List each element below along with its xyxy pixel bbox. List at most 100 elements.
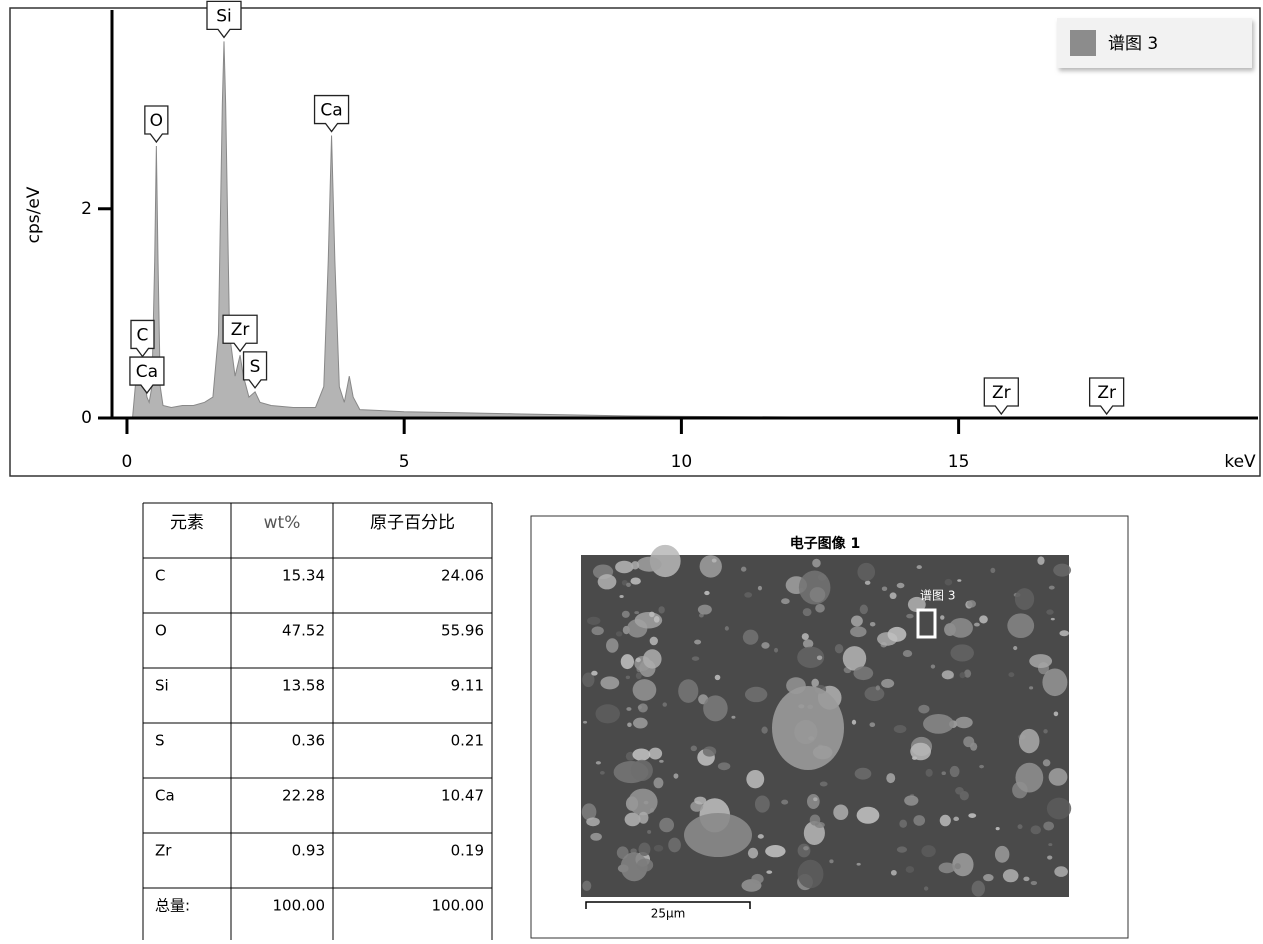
particle <box>964 669 972 678</box>
particle <box>1030 880 1038 886</box>
particle <box>595 704 620 724</box>
particle <box>802 608 812 617</box>
particle <box>954 863 961 870</box>
particle <box>587 616 601 625</box>
particle <box>859 604 868 615</box>
particle <box>637 705 642 710</box>
particle <box>930 664 936 669</box>
table-cell: O <box>155 622 167 640</box>
particle <box>798 570 831 605</box>
particle <box>953 816 960 822</box>
particle <box>812 558 821 568</box>
table-cell: 100.00 <box>432 897 485 915</box>
particle <box>959 672 966 679</box>
particle <box>913 815 926 826</box>
scale-bar <box>585 901 751 909</box>
particle <box>864 580 871 585</box>
particle <box>754 795 770 813</box>
particle <box>781 598 790 605</box>
particle <box>684 813 752 857</box>
particle <box>673 773 679 779</box>
legend-entry: 谱图 3 <box>1108 34 1158 54</box>
particle <box>765 845 786 858</box>
particle <box>638 842 651 857</box>
particle <box>939 814 951 827</box>
particle <box>994 845 1010 863</box>
y-tick-label: 0 <box>81 408 92 428</box>
particle <box>634 611 640 615</box>
particle <box>597 574 617 590</box>
particle <box>940 615 945 620</box>
particle <box>1046 609 1054 615</box>
particle <box>971 880 985 897</box>
particle <box>990 567 996 573</box>
particle <box>606 638 619 653</box>
particle <box>842 646 867 671</box>
particle <box>624 812 641 827</box>
peak-label: O <box>150 111 163 131</box>
particle <box>1008 672 1015 678</box>
particle <box>599 770 605 775</box>
particle <box>781 799 789 805</box>
particle <box>626 707 632 711</box>
particle <box>658 606 665 614</box>
particle <box>600 676 620 690</box>
x-tick-label: 10 <box>671 452 693 472</box>
peak-label: Ca <box>320 101 342 121</box>
particle <box>803 846 809 851</box>
table-cell: 0.93 <box>292 842 325 860</box>
particle <box>653 844 664 852</box>
particle <box>1043 729 1048 734</box>
particle <box>1014 588 1035 610</box>
particle <box>941 771 946 776</box>
table-cell: 100.00 <box>273 897 326 915</box>
particle <box>950 644 974 662</box>
particle <box>1013 645 1018 651</box>
particle <box>648 747 663 760</box>
particle <box>740 566 747 572</box>
particle <box>591 626 604 636</box>
particle <box>653 615 660 623</box>
particle <box>811 678 819 688</box>
peak-label: Zr <box>1097 383 1116 403</box>
particle <box>857 562 876 582</box>
particle <box>918 704 930 714</box>
particle <box>952 852 974 877</box>
particle <box>886 773 896 784</box>
particle <box>925 768 933 777</box>
x-tick-label: 0 <box>122 452 133 472</box>
particle <box>717 762 731 771</box>
peak-marker <box>242 351 268 389</box>
particle <box>761 642 770 649</box>
peak-label: S <box>250 357 261 377</box>
peak-marker <box>206 0 242 39</box>
particle <box>702 746 717 757</box>
particle <box>626 582 631 588</box>
particle <box>649 636 658 646</box>
particle <box>714 674 721 681</box>
image-title: 电子图像 1 <box>790 535 861 552</box>
legend-swatch <box>1070 30 1096 56</box>
particle <box>711 558 717 563</box>
particle <box>662 702 667 707</box>
particle <box>649 611 655 618</box>
particle <box>890 869 897 876</box>
table-cell: 9.11 <box>451 677 484 695</box>
particle <box>638 811 649 824</box>
particle <box>893 725 907 734</box>
particle <box>668 837 681 853</box>
particle <box>766 870 773 874</box>
particle <box>631 561 640 570</box>
particle <box>620 654 635 670</box>
particle <box>632 679 657 701</box>
particle <box>1047 855 1053 860</box>
particle <box>807 793 820 809</box>
peak-label: Si <box>216 6 232 26</box>
particle <box>634 611 663 629</box>
particle <box>968 813 977 818</box>
table-cell: 24.06 <box>441 567 484 585</box>
particle <box>746 769 765 789</box>
table-cell: 总量: <box>155 897 190 915</box>
peak-label: C <box>137 325 149 345</box>
